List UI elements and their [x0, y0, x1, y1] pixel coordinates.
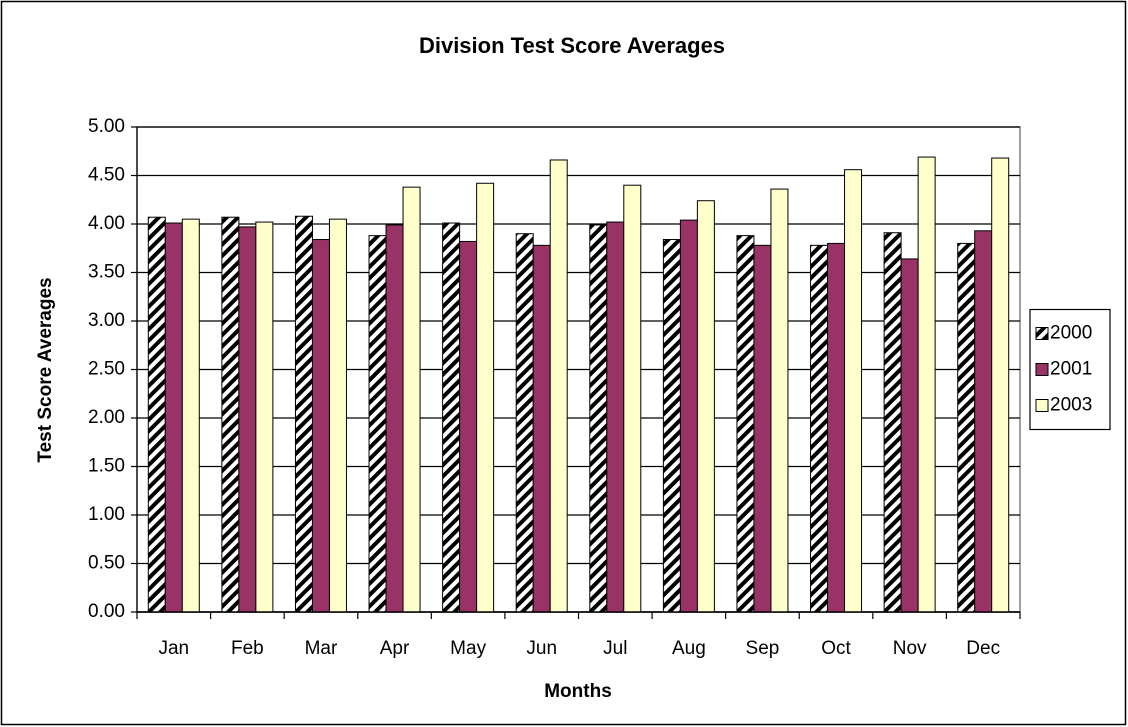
legend-label: 2000 [1050, 323, 1092, 344]
bar [696, 200, 715, 613]
bar [221, 216, 240, 613]
bar [623, 184, 642, 613]
bar [442, 222, 461, 613]
x-axis-label: Months [544, 681, 612, 702]
y-tick-label: 0.50 [88, 553, 125, 574]
bar [753, 244, 772, 613]
bar [181, 218, 200, 613]
bar [974, 230, 993, 613]
x-tick-label: Nov [893, 638, 927, 659]
bar [515, 233, 534, 613]
legend-swatch [1035, 327, 1049, 340]
legend-label: 2003 [1050, 395, 1092, 416]
bar [368, 235, 387, 613]
bar [957, 242, 976, 613]
x-tick-label: Jun [526, 638, 557, 659]
bar [662, 239, 681, 613]
bar [736, 235, 755, 613]
legend-swatch [1035, 363, 1049, 376]
x-tick-label: Aug [672, 638, 706, 659]
x-tick-label: Sep [746, 638, 780, 659]
bar [147, 216, 166, 613]
x-tick-label: May [450, 638, 486, 659]
y-tick-label: 1.00 [88, 504, 125, 525]
bar [164, 222, 183, 613]
y-tick-label: 2.50 [88, 359, 125, 380]
bar [549, 159, 568, 613]
bar [991, 157, 1010, 613]
bar [606, 221, 625, 613]
bar [532, 244, 551, 613]
bar [770, 188, 789, 613]
x-tick-label: Apr [380, 638, 410, 659]
y-tick-label: 4.00 [88, 213, 125, 234]
legend-swatch [1035, 399, 1049, 412]
bar [294, 215, 313, 613]
y-tick-label: 3.50 [88, 262, 125, 283]
bar [883, 232, 902, 613]
bar [328, 218, 347, 613]
bar [827, 242, 846, 613]
bar [255, 221, 274, 613]
bar [459, 240, 478, 613]
y-axis-label: Test Score Averages [35, 277, 56, 462]
x-tick-label: Jan [158, 638, 189, 659]
y-tick-label: 4.50 [88, 165, 125, 186]
x-tick-label: Feb [231, 638, 264, 659]
bar [900, 258, 919, 613]
chart-title: Division Test Score Averages [419, 33, 725, 58]
y-tick-label: 0.00 [88, 601, 125, 622]
bar [385, 224, 404, 613]
bar [679, 219, 698, 613]
y-tick-label: 2.00 [88, 407, 125, 428]
bar [844, 169, 863, 613]
bar [311, 239, 330, 613]
y-tick-label: 1.50 [88, 456, 125, 477]
x-tick-label: Oct [821, 638, 851, 659]
bar [917, 156, 936, 613]
bar [476, 182, 495, 613]
x-tick-label: Mar [305, 638, 338, 659]
y-tick-label: 5.00 [88, 116, 125, 137]
x-tick-label: Dec [966, 638, 1000, 659]
bar [402, 186, 421, 613]
bar [238, 226, 257, 613]
bar [589, 224, 608, 613]
bar [810, 244, 829, 613]
x-tick-label: Jul [603, 638, 627, 659]
y-tick-label: 3.00 [88, 310, 125, 331]
legend-label: 2001 [1050, 359, 1092, 380]
